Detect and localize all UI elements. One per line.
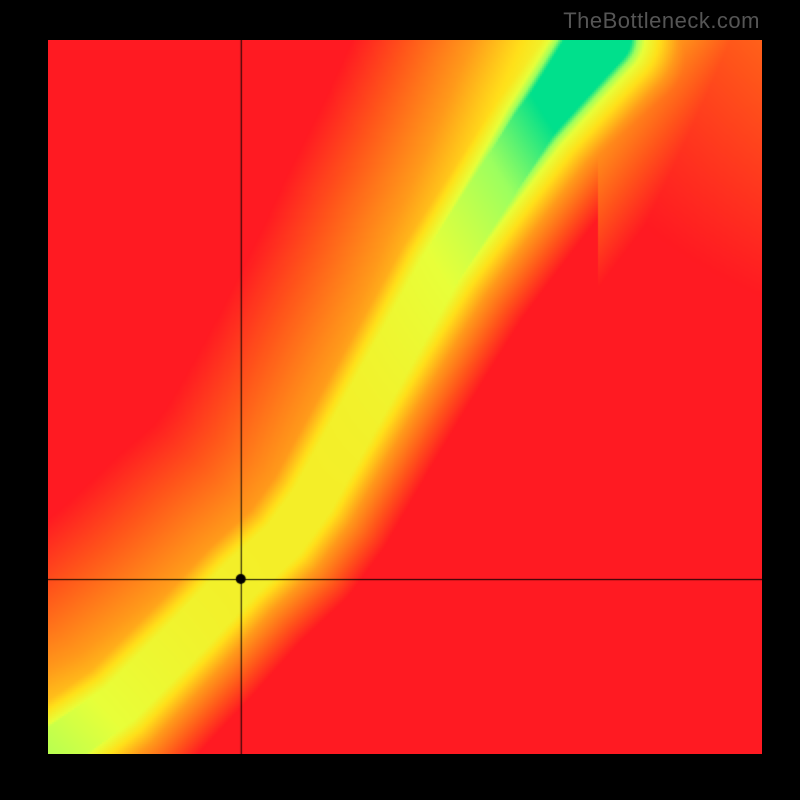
outer-frame: TheBottleneck.com (0, 0, 800, 800)
plot-area (48, 40, 762, 754)
watermark-text: TheBottleneck.com (563, 8, 760, 34)
heatmap-canvas (48, 40, 762, 754)
